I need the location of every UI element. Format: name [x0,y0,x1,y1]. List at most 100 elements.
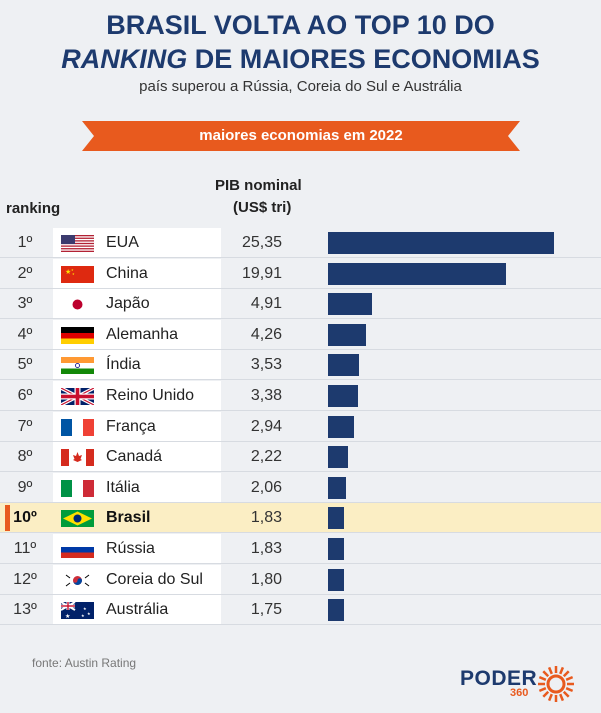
rank-label: 12º [13,570,37,588]
flag-canada-icon [61,449,94,467]
gdp-value-label: 19,91 [241,264,282,282]
flag-france-icon [61,418,94,436]
banner-shape [82,121,520,151]
rank-label: 7º [17,417,33,435]
rank-label: 3º [17,295,33,313]
country-name: Canadá [106,448,163,466]
row-divider [0,532,601,534]
country-name: Japão [106,295,150,313]
column-header-pib: PIB nominal (US$ tri) [215,175,302,219]
svg-text:★: ★ [71,268,74,272]
flag-uk-icon [60,386,95,407]
row-divider [0,348,601,350]
flag-usa-icon [61,235,94,252]
country-name: EUA [106,234,139,251]
row-divider [0,379,601,381]
country-name: França [106,417,156,435]
table-row: 13º ★ ★ ★ ★ Austrália 1,75 [0,595,601,626]
flag-china-icon: ★ ★ ★ [61,265,94,283]
table-row: 10º Brasil 1,83 [0,503,601,534]
country-name: Índia [106,356,141,374]
table-row: 8º Canadá 2,22 [0,442,601,473]
title-line-2: RANKING DE MAIORES ECONOMIAS [0,44,601,74]
table-row: 1º EUA 25,35 [0,228,601,258]
row-divider [0,563,601,564]
gdp-bar [328,323,366,346]
svg-text:★: ★ [65,268,71,276]
gdp-bar [328,507,345,530]
gdp-value-label: 2,94 [250,417,282,435]
banner-label: maiores economias em 2022 [199,127,403,144]
gdp-bar [328,262,506,285]
rank-label: 5º [17,356,33,374]
gdp-bar [328,446,348,469]
gdp-bar [328,232,554,254]
country-name: Coreia do Sul [106,570,203,588]
rank-label: 8º [17,448,33,466]
flag-brazil-icon [61,510,94,528]
flag-russia-icon [61,541,94,558]
gdp-value-label: 25,35 [241,234,282,251]
row-divider [0,257,601,258]
column-header-ranking: ranking [6,200,61,217]
row-divider [0,624,601,626]
country-name: Austrália [106,601,169,619]
flag-south-korea-icon [61,571,94,589]
column-header-pib-line1: PIB nominal [215,177,302,194]
country-name: Itália [106,478,140,496]
flag-australia-icon: ★ ★ ★ ★ [60,601,94,620]
gdp-bar [328,476,347,499]
title-rest: DE MAIORES ECONOMIAS [187,44,540,74]
rank-label: 13º [13,601,37,619]
gdp-value-label: 4,26 [250,325,282,343]
highlight-marker [5,505,10,532]
table-row: 11º Rússia 1,83 [0,534,601,564]
row-divider [0,410,601,411]
flag-japan-icon [61,296,94,314]
country-name: China [106,264,148,282]
svg-text:★: ★ [65,613,70,619]
gdp-value-label: 3,53 [250,356,282,374]
table-row: 2º ★ ★ ★ China 19,91 [0,258,601,289]
row-divider [0,471,601,473]
gdp-value-label: 1,83 [250,509,282,527]
table-row: 3º Japão 4,91 [0,289,601,320]
svg-text:★: ★ [87,611,91,616]
table-row: 12º Coreia do Sul 1,80 [0,564,601,595]
rank-label: 10º [13,509,37,527]
source-note: fonte: Austin Rating [32,656,137,670]
gdp-bar [328,568,345,591]
rank-label: 2º [17,264,33,282]
country-name: Alemanha [106,325,179,343]
country-name: Reino Unido [106,387,195,404]
svg-text:★: ★ [72,272,75,276]
rank-label: 6º [17,387,33,404]
subtitle: país superou a Rússia, Coreia do Sul e A… [139,78,462,95]
sun-icon [538,666,574,702]
gdp-bar [328,415,355,438]
flag-italy-icon [61,479,94,497]
row-divider [0,287,601,289]
country-name: Rússia [106,540,155,557]
row-divider [0,318,601,320]
row-divider [0,593,601,595]
table-row: 9º Itália 2,06 [0,472,601,503]
logo-word: PODER [460,667,538,690]
gdp-bar [328,385,359,407]
rank-label: 4º [17,325,33,343]
column-header-pib-line2: (US$ tri) [233,199,292,216]
rank-label: 11º [13,540,37,557]
table-row: 6º Reino Unido 3,38 [0,381,601,411]
row-divider [0,501,601,503]
flag-germany-icon [61,326,94,344]
gdp-value-label: 3,38 [250,387,282,404]
table-row: 4º Alemanha 4,26 [0,319,601,350]
poder360-logo: PODER 360 [458,664,578,704]
table-row: 5º Índia 3,53 [0,350,601,381]
gdp-bar [328,354,360,377]
gdp-value-label: 2,22 [250,448,282,466]
gdp-value-label: 1,80 [250,570,282,588]
gdp-bar [328,538,345,560]
svg-text:★: ★ [83,606,87,611]
table-row: 7º França 2,94 [0,411,601,442]
